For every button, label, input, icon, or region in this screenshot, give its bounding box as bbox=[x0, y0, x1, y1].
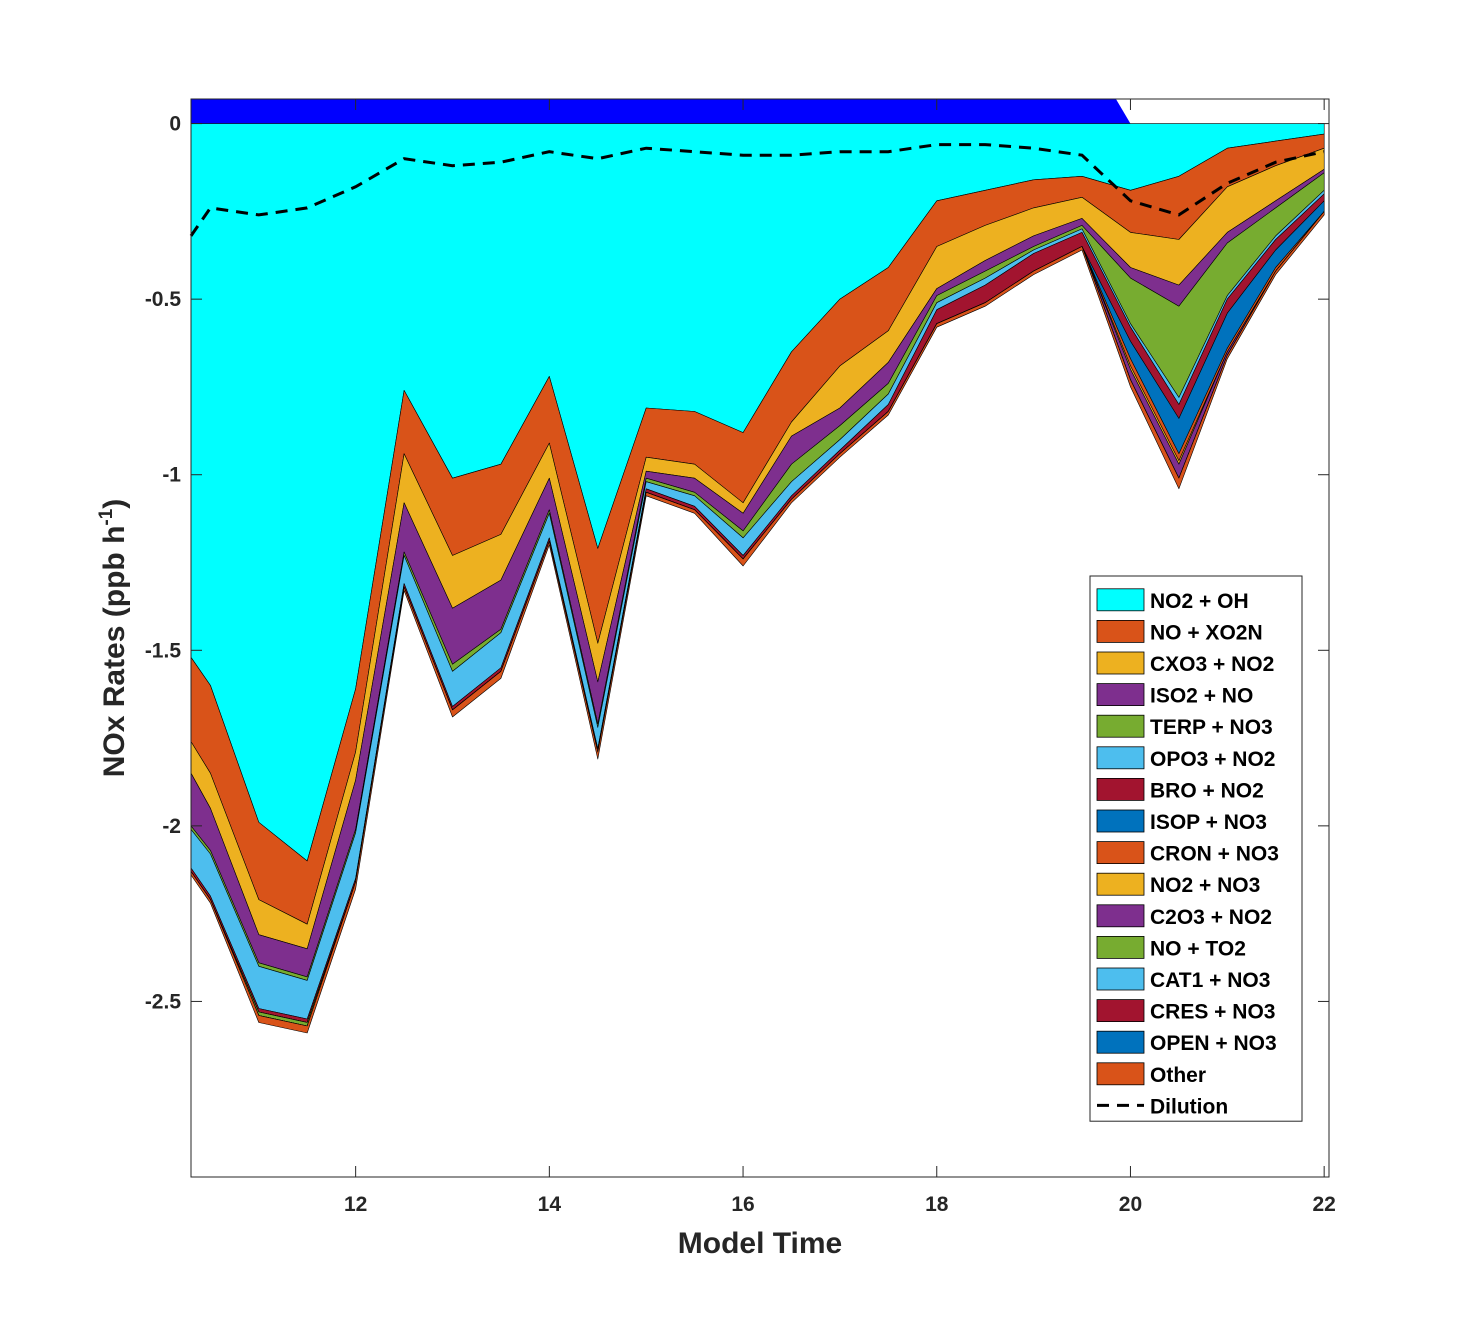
x-tick-label: 16 bbox=[731, 1193, 754, 1216]
x-axis-title: Model Time bbox=[678, 1227, 842, 1260]
legend-label-opo3-no2: OPO3 + NO2 bbox=[1150, 748, 1275, 771]
plot-frame bbox=[190, 98, 1330, 1178]
legend-label-no-xo2n: NO + XO2N bbox=[1150, 621, 1263, 644]
x-tick-label: 14 bbox=[538, 1193, 562, 1216]
y-tick-label: -1.5 bbox=[145, 639, 182, 662]
legend-label-no2-oh: NO2 + OH bbox=[1150, 590, 1249, 613]
legend-swatch-bro-no2 bbox=[1096, 778, 1145, 801]
legend-label-no2-no3: NO2 + NO3 bbox=[1150, 874, 1260, 897]
legend-label-cxo3-no2: CXO3 + NO2 bbox=[1150, 653, 1274, 676]
x-tick-label: 20 bbox=[1119, 1193, 1142, 1216]
legend: NO2 + OH NO + XO2N CXO3 + NO2 ISO2 + NO TERP… bbox=[1089, 575, 1303, 1122]
legend-label-cat1-no3: CAT1 + NO3 bbox=[1150, 969, 1270, 992]
legend-swatch-opo3-no2 bbox=[1096, 746, 1145, 770]
legend-label-cron-no3: CRON + NO3 bbox=[1150, 843, 1279, 866]
legend-swatch-no-to2 bbox=[1096, 936, 1145, 959]
stacked-areas bbox=[190, 99, 1325, 1034]
y-axis-title-close: ) bbox=[98, 499, 131, 509]
y-tick-label: -1 bbox=[162, 464, 181, 487]
y-tick-label: -0.5 bbox=[145, 288, 182, 311]
area-other bbox=[190, 211, 1325, 1034]
legend-label-bro-no2: BRO + NO2 bbox=[1150, 779, 1264, 802]
legend-label-dilution: Dilution bbox=[1150, 1095, 1228, 1118]
legend-swatch-no2-oh bbox=[1096, 588, 1145, 612]
legend-swatch-other bbox=[1096, 1062, 1145, 1086]
y-tick-label: -2.5 bbox=[145, 990, 182, 1013]
legend-label-iso2-no: ISO2 + NO bbox=[1150, 685, 1253, 708]
axis-ticks: 12 14 16 18 20 22 0 -0.5 -1 -1.5 -2 -2.5 bbox=[145, 99, 1336, 1216]
legend-label-terp-no3: TERP + NO3 bbox=[1150, 716, 1273, 739]
legend-label-other: Other bbox=[1150, 1064, 1206, 1087]
legend-label-c2o3-no2: C2O3 + NO2 bbox=[1150, 906, 1272, 929]
legend-swatch-no-xo2n bbox=[1096, 620, 1145, 643]
legend-swatch-cxo3-no2 bbox=[1096, 651, 1145, 675]
legend-swatch-c2o3-no2 bbox=[1096, 904, 1145, 928]
legend-swatch-cres-no3 bbox=[1096, 999, 1145, 1022]
legend-swatch-open-no3 bbox=[1096, 1030, 1145, 1054]
y-axis-title: NOx Rates (ppb h-1) bbox=[96, 499, 131, 778]
legend-swatch-isop-no3 bbox=[1096, 809, 1145, 833]
legend-label-open-no3: OPEN + NO3 bbox=[1150, 1032, 1277, 1055]
legend-label-cres-no3: CRES + NO3 bbox=[1150, 1001, 1275, 1024]
legend-swatch-cron-no3 bbox=[1096, 841, 1145, 864]
dilution-line bbox=[189, 143, 1325, 237]
legend-swatch-terp-no3 bbox=[1096, 714, 1145, 738]
x-tick-label: 18 bbox=[925, 1193, 949, 1216]
y-axis-title-superscript: -1 bbox=[96, 508, 117, 525]
y-tick-label: -2 bbox=[162, 815, 181, 838]
legend-swatch-iso2-no bbox=[1096, 683, 1145, 706]
x-tick-label: 12 bbox=[344, 1193, 367, 1216]
dilution-line-group bbox=[189, 143, 1325, 237]
x-tick-label: 22 bbox=[1312, 1193, 1335, 1216]
y-tick-label: 0 bbox=[169, 113, 181, 136]
legend-label-isop-no3: ISOP + NO3 bbox=[1150, 811, 1267, 834]
legend-swatch-cat1-no3 bbox=[1096, 967, 1145, 991]
legend-swatch-no2-no3 bbox=[1096, 872, 1145, 896]
legend-label-no-to2: NO + TO2 bbox=[1150, 937, 1246, 960]
y-axis-title-main: NOx Rates (ppb h bbox=[98, 526, 131, 778]
positive-area bbox=[191, 99, 1131, 124]
